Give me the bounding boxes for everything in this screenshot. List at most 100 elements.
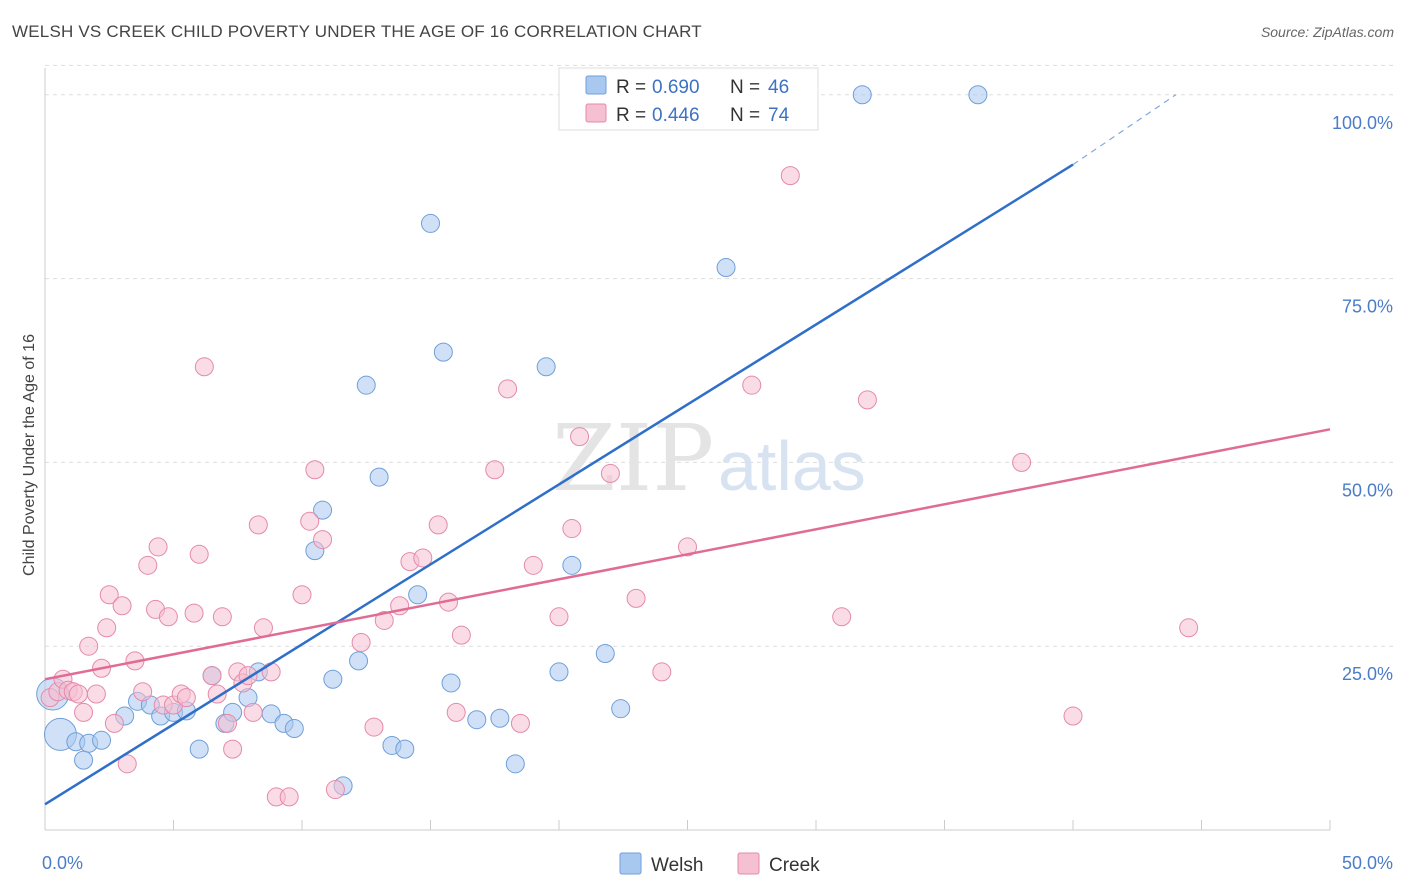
welsh-point-40 xyxy=(611,699,631,719)
creek-n-label: N = xyxy=(730,105,760,126)
creek-point-30 xyxy=(212,607,232,627)
x-tick-label-0: 0.0% xyxy=(42,853,83,873)
creek-point-53 xyxy=(428,515,448,535)
creek-point-26 xyxy=(189,544,209,564)
creek-point-57 xyxy=(485,460,505,480)
welsh-bottom-swatch xyxy=(619,852,642,875)
welsh-trend-line xyxy=(44,163,1074,806)
welsh-point-32 xyxy=(441,673,461,693)
welsh-r-value: 0.690 xyxy=(652,77,700,98)
creek-point-47 xyxy=(351,633,371,653)
welsh-point-36 xyxy=(536,357,556,377)
creek-point-5 xyxy=(68,684,88,704)
creek-point-52 xyxy=(413,548,433,568)
chart-source: Source: ZipAtlas.com xyxy=(1260,24,1394,40)
welsh-point-11 xyxy=(189,739,209,759)
welsh-point-41 xyxy=(716,258,736,278)
creek-point-68 xyxy=(742,375,762,395)
creek-point-56 xyxy=(451,625,471,645)
creek-point-73 xyxy=(1063,706,1083,726)
creek-point-24 xyxy=(176,688,196,708)
creek-point-10 xyxy=(97,618,117,638)
welsh-legend-swatch xyxy=(585,75,607,95)
creek-point-21 xyxy=(158,607,178,627)
welsh-point-35 xyxy=(505,754,525,774)
y-axis-title: Child Poverty Under the Age of 16 xyxy=(21,334,38,576)
creek-point-25 xyxy=(184,603,204,623)
creek-point-8 xyxy=(86,684,106,704)
x-tick-labels: 0.0% 50.0% xyxy=(42,853,1393,873)
creek-point-49 xyxy=(374,610,394,630)
creek-point-64 xyxy=(600,463,620,483)
creek-bottom-swatch xyxy=(737,852,760,875)
creek-trend-line xyxy=(44,428,1331,681)
welsh-point-22 xyxy=(323,669,343,689)
creek-point-66 xyxy=(652,662,672,682)
welsh-r-label: R = xyxy=(616,77,646,98)
welsh-point-45 xyxy=(74,750,94,770)
data-points xyxy=(36,85,1199,807)
welsh-point-42 xyxy=(852,85,872,105)
watermark-atlas: atlas xyxy=(718,427,866,505)
y-tick-label-0: 25.0% xyxy=(1342,664,1393,684)
creek-point-13 xyxy=(112,596,132,616)
creek-point-59 xyxy=(510,713,530,733)
creek-point-19 xyxy=(148,537,168,557)
creek-point-74 xyxy=(1179,618,1199,638)
watermark-zip: ZIP xyxy=(552,405,714,512)
creek-point-11 xyxy=(104,713,124,733)
creek-point-44 xyxy=(305,460,325,480)
creek-point-69 xyxy=(780,166,800,186)
creek-point-12 xyxy=(99,585,119,605)
welsh-point-37 xyxy=(549,662,569,682)
creek-r-value: 0.446 xyxy=(652,105,700,126)
creek-point-41 xyxy=(279,787,299,807)
y-tick-label-2: 75.0% xyxy=(1342,297,1393,317)
welsh-point-26 xyxy=(369,467,389,487)
creek-point-67 xyxy=(678,537,697,557)
welsh-point-4 xyxy=(92,730,112,750)
creek-point-72 xyxy=(1012,452,1032,472)
welsh-point-43 xyxy=(968,85,988,105)
creek-bottom-label: Creek xyxy=(769,855,820,876)
creek-point-7 xyxy=(79,636,99,656)
grid-lines xyxy=(45,64,1393,647)
y-tick-label-3: 100.0% xyxy=(1332,113,1393,133)
creek-point-62 xyxy=(562,519,582,539)
creek-point-58 xyxy=(498,379,518,399)
bottom-legend: Welsh Creek xyxy=(619,852,820,876)
creek-point-16 xyxy=(133,682,153,702)
creek-point-61 xyxy=(549,607,569,627)
legend: R = 0.690 N = 46 R = 0.446 N = 74 xyxy=(558,67,819,131)
creek-n-value: 74 xyxy=(768,105,790,126)
y-tick-labels: 25.0% 50.0% 75.0% 100.0% xyxy=(1332,113,1393,684)
welsh-point-31 xyxy=(433,342,453,362)
creek-point-32 xyxy=(223,739,243,759)
welsh-point-25 xyxy=(356,375,376,395)
creek-point-31 xyxy=(217,713,237,733)
creek-point-46 xyxy=(325,780,345,800)
welsh-n-value: 46 xyxy=(768,77,789,98)
creek-point-36 xyxy=(243,702,263,722)
creek-r-label: R = xyxy=(616,105,646,126)
creek-point-39 xyxy=(261,662,281,682)
creek-legend-swatch xyxy=(585,103,607,123)
creek-point-45 xyxy=(313,530,333,550)
creek-point-28 xyxy=(202,666,222,686)
welsh-point-30 xyxy=(421,213,440,233)
creek-point-37 xyxy=(248,515,268,535)
y-tick-label-1: 50.0% xyxy=(1342,480,1393,500)
creek-point-48 xyxy=(364,717,384,737)
creek-point-27 xyxy=(194,357,214,377)
creek-point-6 xyxy=(74,702,94,722)
welsh-trend-extension xyxy=(1072,94,1177,166)
welsh-point-19 xyxy=(284,719,304,739)
trend-lines xyxy=(44,94,1331,806)
welsh-point-21 xyxy=(313,500,333,520)
creek-point-65 xyxy=(626,588,646,608)
welsh-point-28 xyxy=(395,739,415,759)
creek-point-60 xyxy=(523,555,543,575)
creek-point-17 xyxy=(138,555,158,575)
creek-point-55 xyxy=(446,702,466,722)
